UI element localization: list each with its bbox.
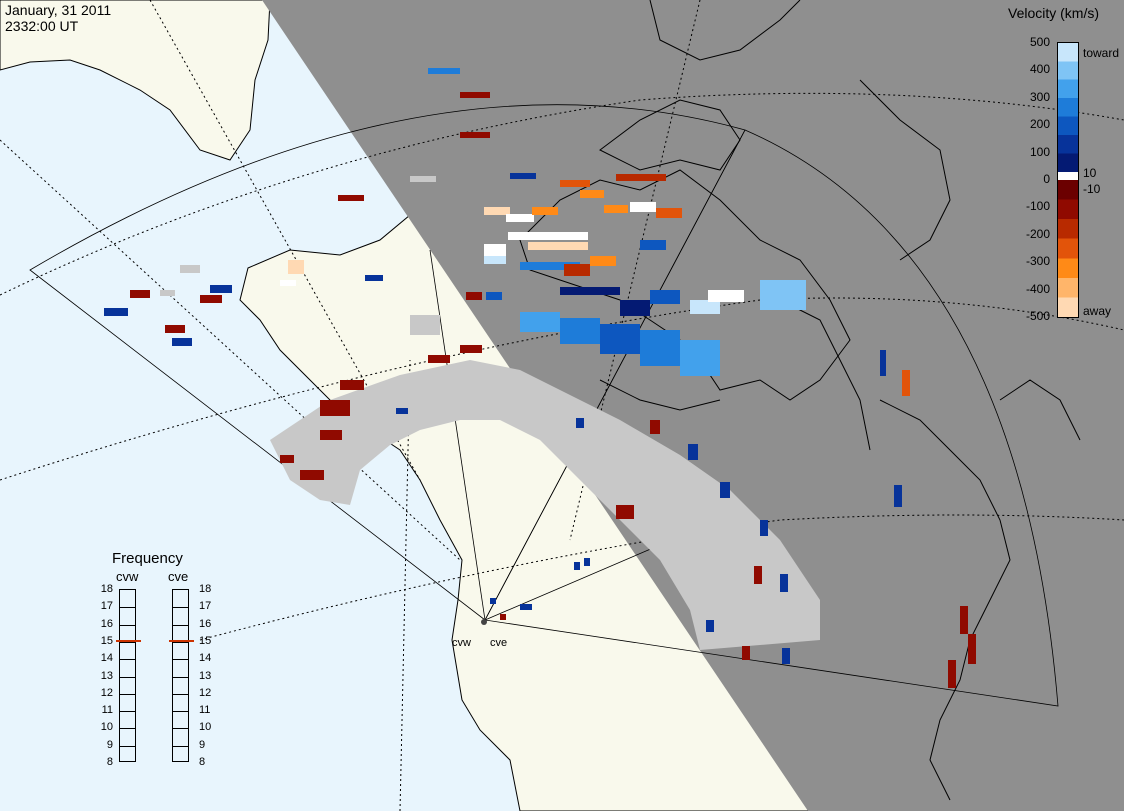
frequency-tick-label: 10 xyxy=(100,721,113,734)
frequency-gridline xyxy=(173,659,188,661)
colorbar-tick-label: 400 xyxy=(1029,62,1050,77)
frequency-gridline xyxy=(120,728,135,730)
frequency-tick-label: 18 xyxy=(100,583,113,595)
frequency-tick-label: 16 xyxy=(100,617,113,630)
frequency-tick-label: 9 xyxy=(199,738,206,751)
frequency-tick-label: 15 xyxy=(100,634,113,647)
frequency-gridline xyxy=(173,693,188,695)
frequency-tick-label: 18 xyxy=(199,583,212,595)
frequency-gridline xyxy=(120,624,135,626)
colorbar-tick-label-small-neg: -10 xyxy=(1083,182,1101,196)
colorbar-tick-label: 200 xyxy=(1029,117,1050,132)
velocity-colorbar xyxy=(1057,42,1079,318)
frequency-marker xyxy=(116,639,141,642)
frequency-gridline xyxy=(173,745,188,747)
frequency-gridline xyxy=(173,624,188,626)
night-terminator-region xyxy=(262,0,1124,811)
frequency-gridline xyxy=(173,641,188,643)
frequency-tick-label: 11 xyxy=(199,704,211,717)
frequency-tick-label: 13 xyxy=(100,669,113,682)
radar-label-cvw: cvw xyxy=(116,569,139,584)
frequency-tick-label: 14 xyxy=(199,652,212,665)
frequency-tick-label: 8 xyxy=(106,756,113,768)
frequency-tick-label: 10 xyxy=(199,721,212,734)
radar-site-label-cve: cve xyxy=(490,637,508,649)
colorbar-tick-label: -100 xyxy=(1025,199,1050,214)
radar-label-cve: cve xyxy=(168,569,189,584)
colorbar-tick-label-small-pos: 10 xyxy=(1083,166,1097,180)
frequency-gridline xyxy=(120,745,135,747)
frequency-gridline xyxy=(120,641,135,643)
colorbar-tick-label: 100 xyxy=(1029,144,1050,159)
radar-site-label-cvw: cvw xyxy=(452,637,471,649)
colorbar-tick-label: -400 xyxy=(1025,281,1050,296)
colorbar-tick-label: -500 xyxy=(1025,309,1050,323)
colorbar-title: Velocity (km/s) xyxy=(1008,5,1100,21)
colorbar-tick-label: 0 xyxy=(1043,172,1050,186)
frequency-tick-label: 8 xyxy=(199,756,206,768)
frequency-tick-label: 9 xyxy=(106,738,113,751)
colorbar-away-label: away xyxy=(1083,304,1112,318)
frequency-gridline xyxy=(120,607,135,609)
frequency-tick-label: 17 xyxy=(199,600,212,613)
frequency-gridline xyxy=(120,676,135,678)
time-label: 2332:00 UT xyxy=(5,18,79,34)
colorbar-tick-label: 300 xyxy=(1029,89,1050,104)
colorbar-toward-label: toward xyxy=(1083,46,1120,60)
radar-fields-of-view xyxy=(29,104,1059,707)
frequency-tick-label: 12 xyxy=(199,686,212,699)
frequency-gridline xyxy=(120,711,135,713)
frequency-bar-cve xyxy=(172,589,189,762)
ground-scatter xyxy=(160,265,820,650)
frequency-gridline xyxy=(120,693,135,695)
frequency-gridline xyxy=(120,659,135,661)
frequency-tick-label: 16 xyxy=(199,617,212,630)
frequency-tick-label: 13 xyxy=(199,669,212,682)
frequency-gridline xyxy=(173,711,188,713)
frequency-gridline xyxy=(173,607,188,609)
frequency-tick-label: 17 xyxy=(100,600,113,613)
frequency-title: Frequency xyxy=(112,550,183,567)
frequency-tick-label: 12 xyxy=(100,686,113,699)
frequency-tick-label: 14 xyxy=(100,652,113,665)
frequency-tick-label: 11 xyxy=(101,704,113,717)
frequency-gridline xyxy=(173,728,188,730)
colorbar-tick-label: -200 xyxy=(1025,226,1050,241)
colorbar-tick-label: 500 xyxy=(1029,35,1050,49)
frequency-tick-label: 15 xyxy=(199,634,212,647)
colorbar-tick-label: -300 xyxy=(1025,254,1050,269)
frequency-bar-cvw xyxy=(119,589,136,762)
velocity-scatter xyxy=(104,68,976,688)
radar-site-marker xyxy=(481,619,487,625)
frequency-marker xyxy=(169,639,194,642)
frequency-gridline xyxy=(173,676,188,678)
date-label: January, 31 2011 xyxy=(5,2,112,18)
